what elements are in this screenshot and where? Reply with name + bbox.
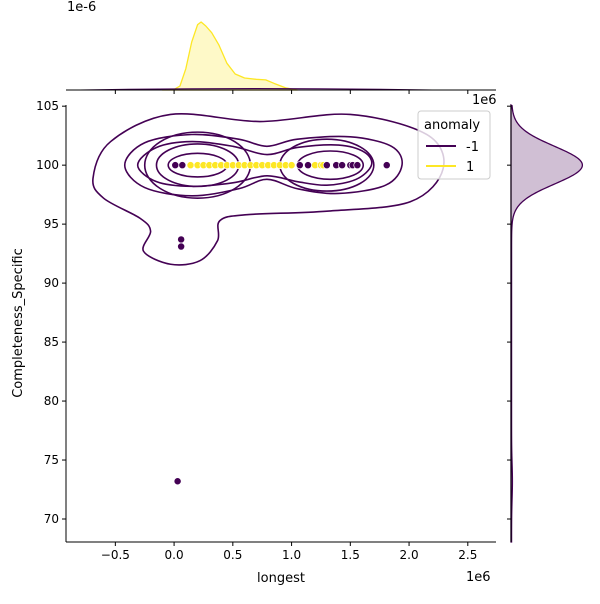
y-tick-label: 95 xyxy=(44,217,59,231)
y-tick-label: 75 xyxy=(44,453,59,467)
scatter-point-anomaly--1 xyxy=(304,161,312,170)
scatter-point-anomaly--1 xyxy=(177,235,186,244)
x-offset-label: 1e6 xyxy=(466,570,491,585)
x-tick-label: 0.5 xyxy=(223,548,242,562)
scatter-point-anomaly--1 xyxy=(322,161,331,170)
x-offset-label-top: 1e6 xyxy=(472,93,497,108)
scatter-point-anomaly--1 xyxy=(177,242,186,251)
top-marginal-axes xyxy=(66,21,496,94)
scatter-point-anomaly--1 xyxy=(173,477,182,486)
y-tick-label: 105 xyxy=(36,99,59,113)
y-tick-label: 80 xyxy=(44,394,59,408)
x-tick-label: 2.0 xyxy=(400,548,419,562)
legend-label-neg1: -1 xyxy=(466,140,479,155)
scatter-point-anomaly--1 xyxy=(295,161,304,170)
scatter-point-anomaly-1 xyxy=(287,161,296,170)
kde-contour-level-1 xyxy=(92,113,445,266)
scatter-point-anomaly--1 xyxy=(353,161,362,170)
x-tick-label: 0.0 xyxy=(165,548,184,562)
x-tick-label: −0.5 xyxy=(101,548,130,562)
legend-title: anomaly xyxy=(424,118,480,133)
main-axes: −0.5 0.0 0.5 1.0 1.5 2.0 2.5 70 75 80 85 90 95 100 105 xyxy=(36,99,496,562)
kde-marginal-y-anomaly-neg1 xyxy=(510,103,584,543)
right-marginal-axes xyxy=(507,103,584,543)
legend: anomaly -1 1 xyxy=(417,110,491,180)
y-tick-label: 70 xyxy=(44,512,59,526)
legend-label-1: 1 xyxy=(466,160,474,175)
x-tick-label: 1.5 xyxy=(341,548,360,562)
scatter-point-anomaly--1 xyxy=(338,161,347,170)
kde-contour-level-3 xyxy=(136,140,373,188)
kde-marginal-x-anomaly-1 xyxy=(161,21,299,91)
scatter-point-anomaly-1 xyxy=(186,161,195,170)
x-axis-label: longest xyxy=(257,571,305,586)
y-tick-label: 85 xyxy=(44,335,59,349)
y-axis-label: Completeness_Specific xyxy=(11,248,26,398)
x-tick-label: 2.5 xyxy=(458,548,477,562)
scatter-point-anomaly--1 xyxy=(382,161,391,170)
y-tick-label: 100 xyxy=(36,158,59,172)
x-tick-label: 1.0 xyxy=(282,548,301,562)
scatter-point-anomaly--1 xyxy=(171,161,180,170)
top-marginal-offset-label: 1e-6 xyxy=(67,0,96,15)
y-tick-label: 90 xyxy=(44,276,59,290)
scatter-point-anomaly--1 xyxy=(178,161,187,170)
